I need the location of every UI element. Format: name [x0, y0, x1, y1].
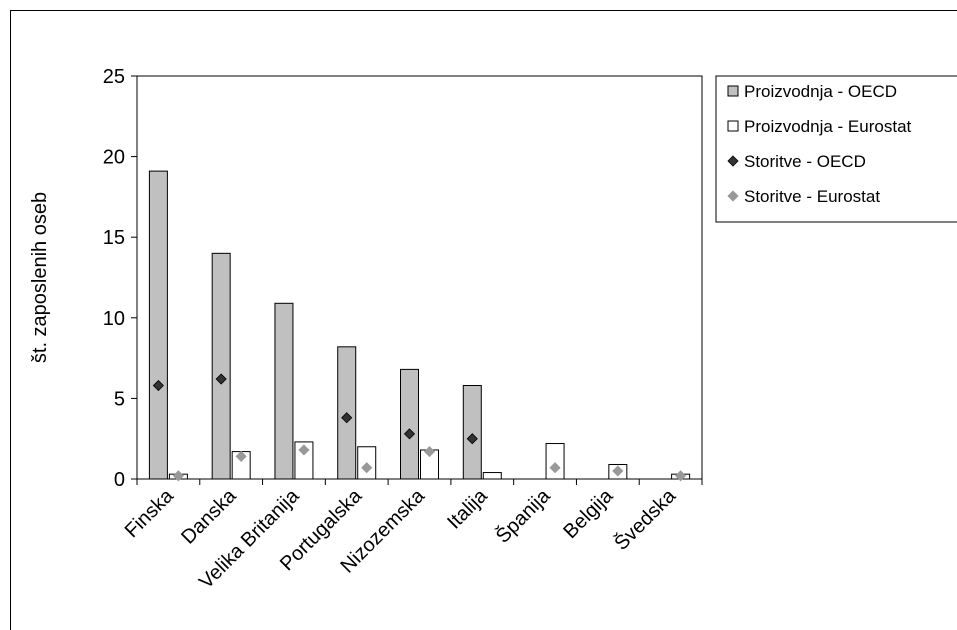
legend-label: Proizvodnja - Eurostat	[744, 117, 912, 136]
x-tick-label: Švedska	[610, 484, 681, 555]
x-tick-label: Belgija	[559, 484, 618, 543]
x-tick-label: Danska	[177, 484, 241, 548]
legend-label: Storitve - OECD	[744, 152, 866, 171]
bar-proizvodnja-oecd	[274, 302, 294, 480]
legend-label: Storitve - Eurostat	[744, 187, 880, 206]
bar-proizvodnja-oecd	[211, 252, 231, 480]
legend-swatch-0	[727, 85, 739, 97]
bar-proizvodnja-eurostat	[294, 441, 314, 480]
y-axis-label: št. zaposlenih oseb	[29, 192, 51, 363]
chart-svg: 0 5 10 15 20 25 št. zaposlenih oseb Finska Dansk…	[29, 66, 957, 593]
bar-proizvodnja-eurostat	[482, 472, 502, 480]
marker-storitve-eurostat	[235, 450, 247, 462]
legend-swatch-2	[727, 155, 739, 167]
marker-storitve-eurostat	[172, 470, 184, 482]
bar-proizvodnja-oecd	[148, 170, 168, 480]
marker-storitve-oecd	[403, 428, 416, 440]
chart-frame	[10, 10, 957, 630]
y-tick-label: 0	[114, 469, 125, 491]
marker-storitve-oecd	[341, 412, 353, 424]
legend-label: Proizvodnja - OECD	[744, 82, 897, 101]
marker-storitve-eurostat	[298, 444, 310, 456]
y-tick-label: 15	[103, 227, 125, 249]
bar-proizvodnja-oecd	[462, 385, 482, 480]
legend-swatch-1	[727, 120, 739, 132]
marker-storitve-eurostat	[423, 446, 436, 458]
x-tick-label: Italija	[443, 484, 492, 533]
y-tick-label: 10	[103, 308, 125, 330]
marker-storitve-oecd	[152, 379, 164, 392]
marker-storitve-eurostat	[675, 470, 687, 482]
legend-swatch-3	[727, 190, 739, 202]
legend-box	[715, 75, 957, 223]
bar-proizvodnja-oecd	[400, 368, 419, 480]
y-tick-label: 25	[103, 66, 125, 88]
y-tick-label: 5	[114, 388, 125, 410]
bar-proizvodnja-eurostat	[545, 443, 565, 480]
marker-storitve-oecd	[215, 373, 227, 385]
marker-storitve-eurostat	[361, 462, 373, 474]
marker-storitve-eurostat	[549, 462, 561, 474]
marker-storitve-oecd	[466, 433, 478, 445]
marker-storitve-eurostat	[612, 465, 624, 477]
y-tick-label: 20	[103, 147, 125, 169]
x-tick-label: Finska	[121, 484, 179, 542]
x-tick-label: Španija	[491, 484, 555, 548]
plot-area	[136, 75, 703, 480]
